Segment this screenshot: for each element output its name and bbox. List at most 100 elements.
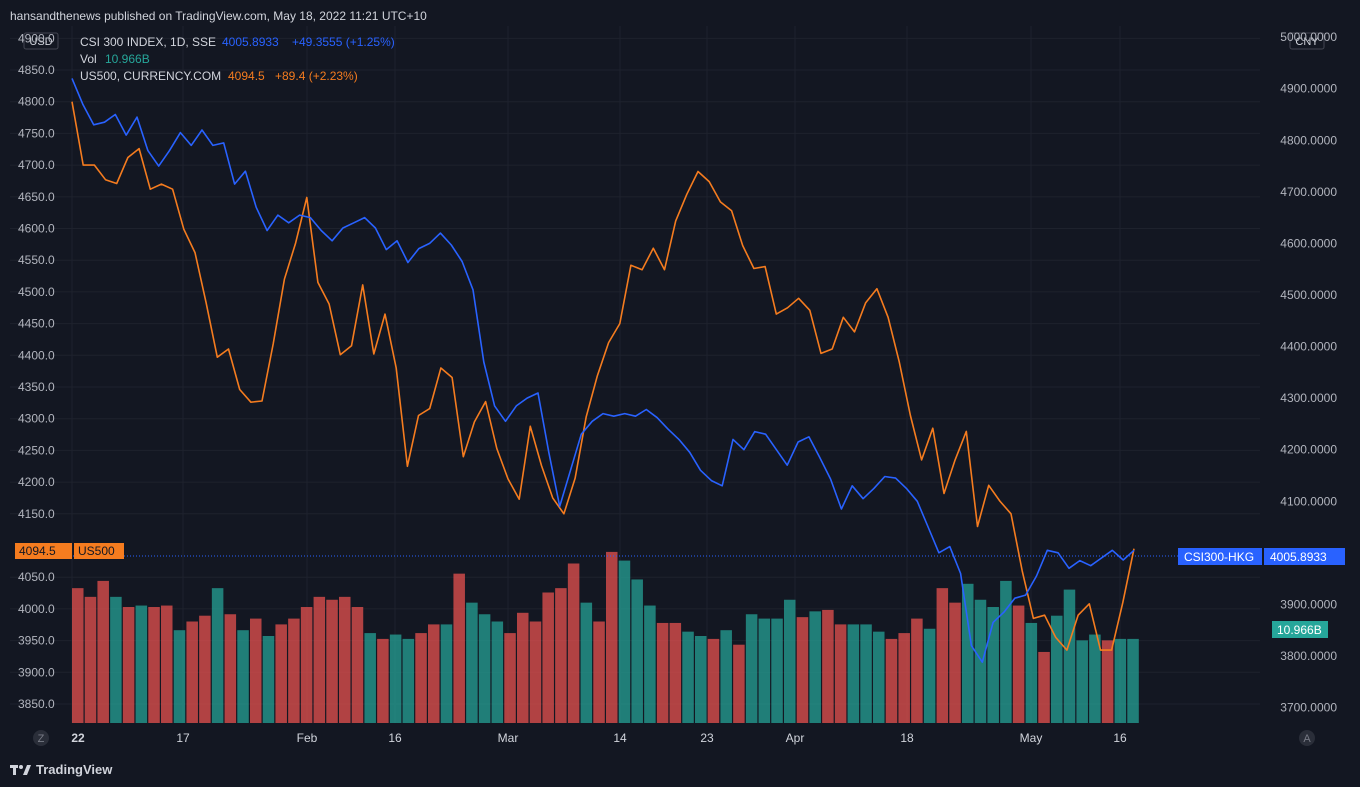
x-tick-label: 16 (1113, 731, 1127, 745)
volume-bar (1063, 589, 1076, 723)
volume-bar (186, 621, 198, 723)
volume-bar (873, 631, 885, 723)
volume-bar (491, 621, 504, 723)
left-tick-label: 4250.0 (18, 443, 55, 457)
legend-us500-value: 4094.5 (228, 69, 265, 83)
volume-bar (211, 588, 224, 723)
volume-bar (987, 607, 999, 723)
x-tick-label: 23 (700, 731, 714, 745)
volume-bar (555, 588, 567, 723)
left-tick-label: 3900.0 (18, 665, 55, 679)
chart-area[interactable]: CSI 300 INDEX, 1D, SSE 4005.8933 +49.355… (10, 26, 1350, 751)
volume-bar (288, 618, 300, 723)
volume-bar (618, 560, 631, 723)
right-tick-label: 3900.0000 (1280, 597, 1337, 611)
left-tick-label: 4600.0 (18, 222, 55, 236)
volume-bar (453, 573, 465, 723)
volume-bar (847, 624, 860, 723)
volume-bar (1000, 580, 1012, 723)
legend-csi-name[interactable]: CSI 300 INDEX, 1D, SSE (80, 35, 216, 49)
right-price-axis[interactable]: 5000.0000 4900.0000 4800.0000 4700.0000 4600… (1280, 30, 1337, 714)
volume-bar (1076, 640, 1088, 723)
right-tick-label: 4900.0000 (1280, 82, 1337, 96)
time-axis[interactable]: 22 17 Feb 16 Mar 14 23 Apr 18 May 16 (71, 731, 1127, 745)
volume-bar (911, 618, 923, 723)
legend-vol-name[interactable]: Vol (80, 52, 97, 66)
volume-bar (415, 633, 427, 723)
volume-bar (478, 614, 491, 723)
legend-csi-value: 4005.8933 (222, 35, 279, 49)
tradingview-logo[interactable]: TradingView (10, 762, 112, 777)
volume-bar (923, 628, 936, 723)
us500-line[interactable] (71, 101, 1135, 651)
x-tick-label: 18 (900, 731, 914, 745)
left-tick-label: 4000.0 (18, 602, 55, 616)
volume-bar (567, 563, 580, 723)
volume-bar (517, 612, 529, 723)
auto-scale-button[interactable] (1299, 730, 1315, 746)
left-tick-label: 4300.0 (18, 412, 55, 426)
volume-bar (707, 638, 720, 723)
volume-bar (631, 579, 643, 723)
right-currency-badge[interactable] (1289, 32, 1325, 50)
volume-bar (885, 638, 898, 723)
vol-badge-value: 10.966B (1277, 623, 1322, 637)
volume-bar (122, 607, 135, 723)
volume-bar (962, 583, 974, 723)
volume-bar (351, 607, 364, 723)
volume-bar (377, 638, 389, 723)
left-tick-label: 4450.0 (18, 317, 55, 331)
volume-bar (84, 596, 97, 723)
volume-bar (758, 618, 771, 723)
zoom-reset-button[interactable] (33, 730, 49, 746)
volume-bar (593, 621, 605, 723)
right-tick-label: 4700.0000 (1280, 185, 1337, 199)
left-tick-label: 4650.0 (18, 190, 55, 204)
left-tick-label: 3950.0 (18, 634, 55, 648)
left-price-axis[interactable]: 4900.0 4850.0 4800.0 4750.0 4700.0 4650.0 4600… (18, 31, 55, 711)
x-tick-label: 17 (176, 731, 190, 745)
volume-bar (695, 636, 707, 723)
legend-csi-change: +49.3555 (+1.25%) (292, 35, 395, 49)
left-currency-label: USD (29, 36, 52, 48)
right-tick-label: 4500.0000 (1280, 288, 1337, 302)
zoom-reset-label: Z (38, 733, 45, 745)
left-currency-badge[interactable] (23, 32, 59, 50)
volume-bar (135, 605, 148, 723)
volume-bar (389, 634, 402, 723)
volume-bar (822, 609, 834, 723)
legend-vol-value: 10.966B (105, 52, 150, 66)
volume-bar (1127, 638, 1139, 723)
volume-bar (1038, 651, 1050, 723)
us500-name-badge-label: US500 (78, 544, 115, 558)
left-tick-label: 4350.0 (18, 380, 55, 394)
right-tick-label: 3800.0000 (1280, 649, 1337, 663)
volume-bar (542, 592, 554, 723)
left-tick-label: 3850.0 (18, 697, 55, 711)
us500-name-badge (74, 543, 124, 559)
volume-bar (745, 614, 758, 723)
volume-bar (733, 644, 745, 723)
volume-bar (148, 607, 160, 723)
right-tick-label: 4200.0000 (1280, 443, 1337, 457)
volume-bar (936, 588, 949, 723)
left-tick-label: 4500.0 (18, 285, 55, 299)
csi-name-badge (1178, 548, 1262, 565)
volume-bar (262, 636, 275, 723)
volume-bar (1101, 640, 1114, 723)
volume-bar (796, 617, 809, 723)
volume-bar (656, 622, 669, 723)
left-tick-label: 4050.0 (18, 570, 55, 584)
x-tick-label: 16 (388, 731, 402, 745)
volume-bar (784, 599, 796, 723)
volume-bar (326, 599, 338, 723)
legend-us500-name[interactable]: US500, CURRENCY.COM (80, 69, 221, 83)
volume-bar (250, 618, 262, 723)
volume-bars (72, 551, 1139, 723)
left-tick-label: 4800.0 (18, 95, 55, 109)
csi300-line[interactable] (71, 78, 1135, 664)
volume-bar (669, 622, 682, 723)
left-tick-label: 4700.0 (18, 158, 55, 172)
right-tick-label: 4600.0000 (1280, 236, 1337, 250)
volume-bar (199, 615, 211, 723)
